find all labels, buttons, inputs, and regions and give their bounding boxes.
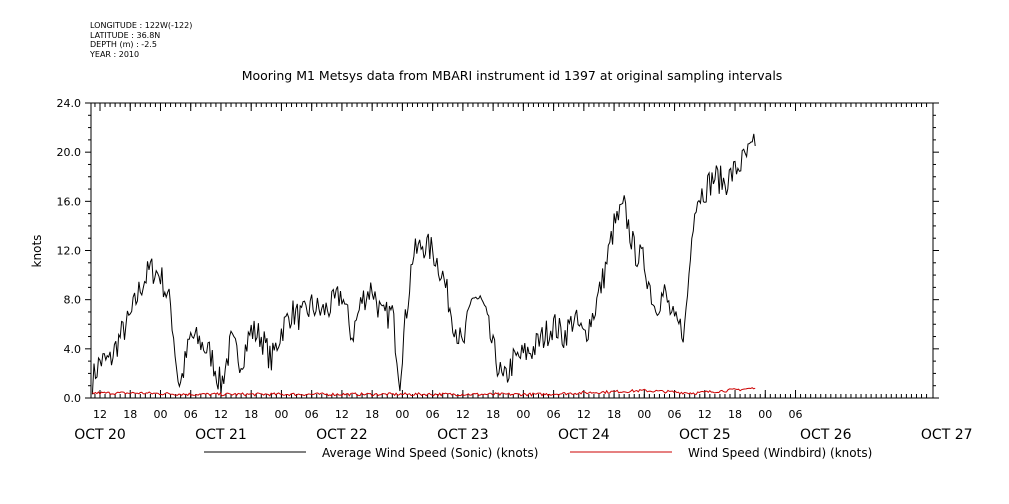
legend: Average Wind Speed (Sonic) (knots) Wind … [204, 446, 872, 460]
chart-title: Mooring M1 Metsys data from MBARI instru… [242, 68, 783, 83]
longitude-label: LONGITUDE : 122W(-122) [90, 21, 193, 30]
y-axis: 0.0 4.0 8.0 12.0 16.0 20.0 24.0 [57, 97, 939, 405]
x-tick-label: 12 [335, 408, 349, 421]
y-tick-label: 0.0 [64, 392, 82, 405]
metadata-block: LONGITUDE : 122W(-122) LATITUDE : 36.8N … [90, 21, 192, 59]
x-day-label: OCT 22 [316, 427, 368, 443]
depth-label: DEPTH (m) : -2.5 [90, 40, 157, 49]
x-tick-label: 06 [547, 408, 561, 421]
x-tick-label: 12 [93, 408, 107, 421]
y-tick-label: 20.0 [57, 146, 82, 159]
x-tick-label: 06 [305, 408, 319, 421]
x-tick-label: 18 [728, 408, 742, 421]
x-tick-label: 00 [758, 408, 772, 421]
x-day-label: OCT 25 [679, 427, 731, 443]
x-tick-label: 12 [577, 408, 591, 421]
minor-ticks [94, 103, 928, 398]
x-tick-label: 00 [153, 408, 167, 421]
x-tick-label: 06 [426, 408, 440, 421]
x-tick-label: 18 [244, 408, 258, 421]
x-tick-label: 00 [637, 408, 651, 421]
x-tick-label: 00 [274, 408, 288, 421]
x-tick-label: 12 [214, 408, 228, 421]
legend-label-windbird: Wind Speed (Windbird) (knots) [688, 446, 872, 460]
series-line-0 [91, 133, 756, 395]
year-label: YEAR : 2010 [90, 49, 140, 59]
x-tick-label: 00 [395, 408, 409, 421]
x-tick-label: 12 [698, 408, 712, 421]
y-tick-label: 8.0 [64, 294, 82, 307]
series-layer [91, 133, 756, 397]
x-tick-label: 12 [456, 408, 470, 421]
x-day-label: OCT 27 [921, 427, 973, 443]
x-tick-label: 06 [789, 408, 803, 421]
x-tick-label: 18 [365, 408, 379, 421]
y-axis-label: knots [30, 235, 44, 268]
x-day-label: OCT 24 [558, 427, 610, 443]
x-tick-label: 18 [123, 408, 137, 421]
series-line-1 [92, 387, 756, 397]
x-day-label: OCT 20 [74, 427, 126, 443]
y-tick-label: 4.0 [64, 343, 82, 356]
y-tick-label: 16.0 [57, 195, 82, 208]
x-tick-label: 00 [516, 408, 530, 421]
x-tick-label: 06 [668, 408, 682, 421]
y-tick-label: 24.0 [57, 97, 82, 110]
plot-frame [90, 102, 934, 399]
x-tick-label: 18 [486, 408, 500, 421]
x-axis: 12 18 00 06 12 18 00 06 12 18 00 06 12 18 00 06 12 18 00 06… [74, 103, 973, 443]
x-day-label: OCT 23 [437, 427, 489, 443]
hour-minor-ticks [94, 103, 928, 398]
x-day-label: OCT 26 [800, 427, 852, 443]
x-day-label: OCT 21 [195, 427, 247, 443]
legend-label-sonic: Average Wind Speed (Sonic) (knots) [322, 446, 538, 460]
y-tick-label: 12.0 [57, 245, 82, 258]
latitude-label: LATITUDE : 36.8N [90, 30, 161, 40]
x-tick-label: 18 [607, 408, 621, 421]
x-tick-label: 06 [184, 408, 198, 421]
